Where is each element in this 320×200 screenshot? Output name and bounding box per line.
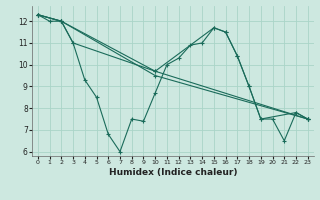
- X-axis label: Humidex (Indice chaleur): Humidex (Indice chaleur): [108, 168, 237, 177]
